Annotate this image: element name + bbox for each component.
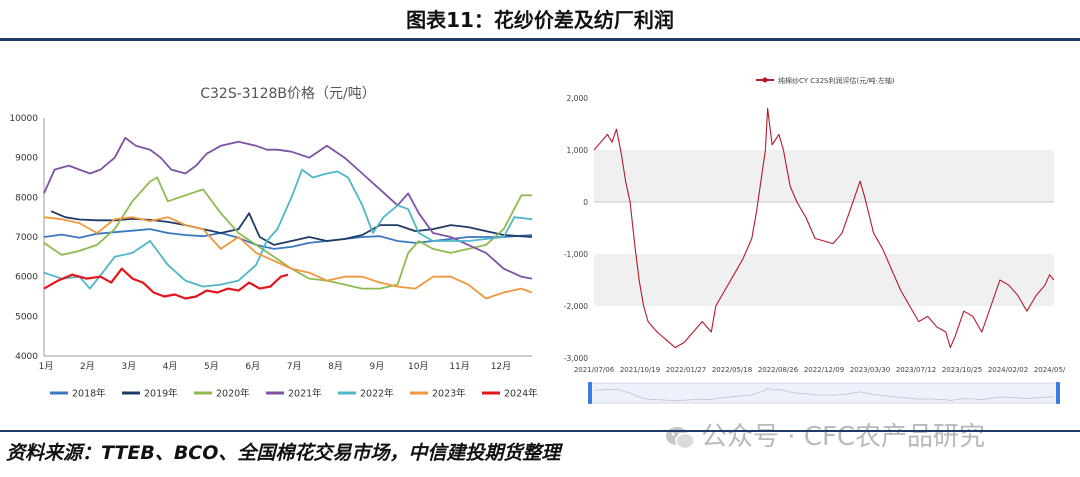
series-line [43, 176, 532, 290]
series-line [43, 136, 533, 280]
y-tick-label: 10000 [9, 114, 38, 124]
source-note: 资料来源：TTEB、BCO、全国棉花交易市场，中信建投期货整理 [6, 442, 561, 464]
left-line-chart: C32S-3128B价格（元/吨） 4000 5000 6000 7000 8000 900… [9, 86, 538, 400]
x-tick-label: 4月 [163, 361, 178, 372]
x-tick-label: 8月 [328, 361, 343, 372]
watermark-text: 公众号 · CFC农产品研究 [701, 422, 986, 452]
x-tick-label: 3月 [121, 361, 136, 372]
x-tick-label: 2022/12/09 [804, 366, 844, 374]
x-tick-label: 5月 [204, 361, 219, 372]
x-tick-label: 2023/07/12 [896, 366, 936, 374]
watermark: 公众号 · CFC农产品研究 [665, 420, 1065, 454]
x-tick-label: 1月 [39, 361, 54, 372]
chart-title: C32S-3128B价格（元/吨） [200, 86, 375, 102]
figure-title: 图表11：花纱价差及纺厂利润 [406, 8, 674, 32]
legend-label: 2024年 [504, 388, 538, 400]
x-tick-label: 12月 [491, 361, 511, 372]
title-underline [0, 38, 1080, 41]
x-tick-label: 2023/10/25 [942, 366, 982, 374]
y-tick-label: 6000 [15, 273, 38, 283]
grid-band [594, 150, 1054, 202]
y-tick-label: 9000 [15, 154, 38, 164]
grid-band [594, 202, 1054, 254]
legend-label: 2020年 [216, 388, 250, 400]
y-tick-label: -3,000 [564, 354, 588, 363]
wechat-icon [665, 425, 695, 451]
legend-label: 2019年 [144, 388, 178, 400]
series-line [43, 216, 533, 300]
y-tick-label: -2,000 [564, 302, 588, 311]
x-tick-label: 7月 [287, 361, 302, 372]
x-tick-label: 2024/05/22 [1034, 366, 1065, 374]
series-line [43, 168, 533, 290]
grid-band [594, 254, 1054, 306]
series-line [43, 228, 533, 250]
x-tick-label: 2023/03/30 [850, 366, 890, 374]
y-tick-label: 1,000 [567, 146, 589, 155]
legend-marker [762, 77, 768, 83]
series-line [43, 267, 289, 300]
x-tick-label: 2月 [80, 361, 95, 372]
legend-label: 2021年 [288, 388, 322, 400]
y-tick-label: 8000 [15, 193, 38, 203]
legend-label: 2022年 [360, 388, 394, 400]
legend-label: 2023年 [432, 388, 466, 400]
y-tick-label: 4000 [15, 352, 38, 362]
y-tick-label: -1,000 [564, 250, 588, 259]
source-divider [0, 430, 1080, 432]
y-tick-label: 0 [583, 198, 588, 207]
x-tick-label: 2021/07/06 [574, 366, 615, 374]
x-tick-label: 2022/01/27 [666, 366, 706, 374]
x-tick-label: 2022/05/18 [712, 366, 752, 374]
series-line [50, 210, 533, 246]
grid-band [594, 98, 1054, 150]
x-tick-label: 10月 [408, 361, 428, 372]
grid-band [594, 306, 1054, 358]
navigator-handle-left [588, 382, 592, 404]
x-tick-label: 9月 [369, 361, 384, 372]
profit-line [593, 107, 1055, 349]
legend-label: 纯棉纱CY C32S利润评估(元/吨·左轴) [778, 76, 895, 85]
right-line-chart: 纯棉纱CY C32S利润评估(元/吨·左轴) 2,000 1,000 0 -1,000 -… [564, 76, 1065, 404]
navigator-handle-right [1056, 382, 1060, 404]
x-tick-label: 2022/08/26 [758, 366, 799, 374]
x-tick-label: 11月 [449, 361, 469, 372]
y-tick-label: 5000 [15, 312, 38, 322]
y-tick-label: 2,000 [567, 94, 589, 103]
x-tick-label: 6月 [245, 361, 260, 372]
navigator-line [593, 387, 1055, 401]
x-tick-label: 2021/10/19 [620, 366, 660, 374]
x-tick-label: 2024/02/02 [988, 366, 1028, 374]
y-tick-label: 7000 [15, 233, 38, 243]
legend-label: 2018年 [72, 388, 106, 400]
